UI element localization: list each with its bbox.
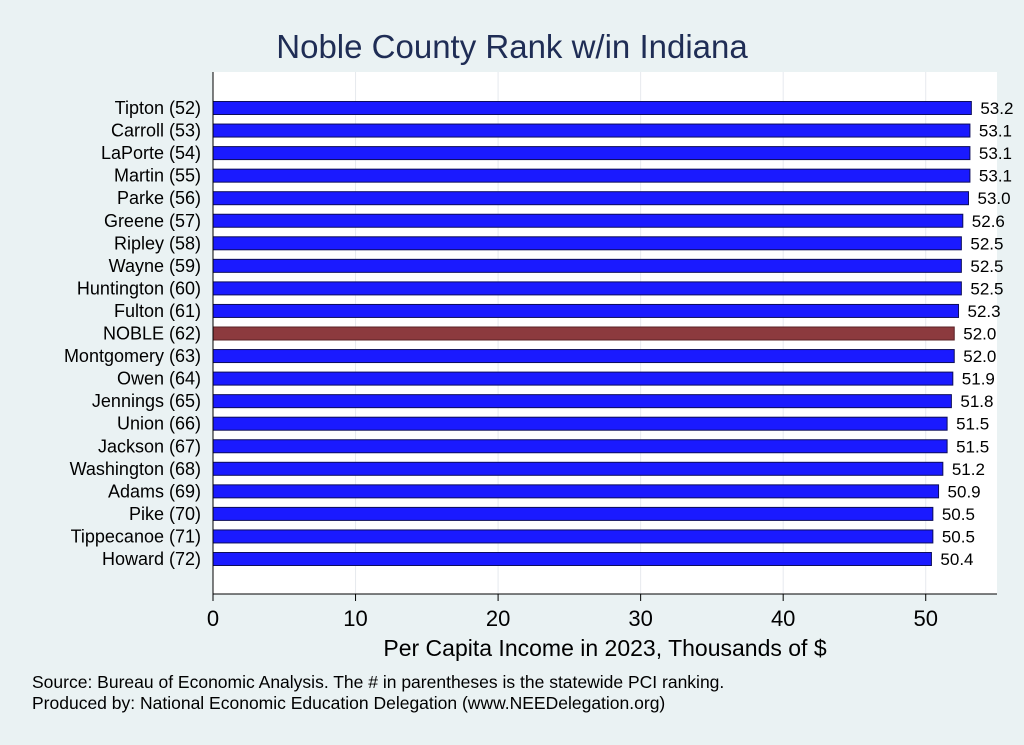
value-label: 53.0 bbox=[977, 189, 1010, 208]
value-label: 52.5 bbox=[970, 257, 1003, 276]
value-label: 53.1 bbox=[979, 167, 1012, 186]
value-label: 52.5 bbox=[970, 234, 1003, 253]
category-label: Wayne (59) bbox=[109, 256, 201, 276]
chart-title: Noble County Rank w/in Indiana bbox=[276, 28, 748, 65]
value-label: 50.5 bbox=[942, 505, 975, 524]
category-label: LaPorte (54) bbox=[101, 143, 201, 163]
x-tick-label: 10 bbox=[343, 606, 367, 631]
x-tick-label: 20 bbox=[486, 606, 510, 631]
category-label: Fulton (61) bbox=[114, 301, 201, 321]
bar-highlighted bbox=[212, 326, 955, 341]
value-label: 50.4 bbox=[940, 550, 973, 569]
bar bbox=[212, 213, 964, 228]
bar bbox=[212, 371, 954, 386]
value-label: 51.2 bbox=[952, 460, 985, 479]
value-label: 53.1 bbox=[979, 144, 1012, 163]
value-label: 50.5 bbox=[942, 527, 975, 546]
bar bbox=[212, 101, 972, 115]
category-label: Jennings (65) bbox=[92, 391, 201, 411]
value-label: 52.0 bbox=[963, 347, 996, 366]
category-label: Adams (69) bbox=[108, 481, 201, 501]
category-label: Carroll (53) bbox=[111, 121, 201, 141]
value-label: 51.9 bbox=[962, 370, 995, 389]
bar bbox=[212, 506, 934, 521]
bar bbox=[212, 394, 952, 409]
value-label: 53.1 bbox=[979, 122, 1012, 141]
category-label: Tippecanoe (71) bbox=[71, 526, 201, 546]
category-label: Montgomery (63) bbox=[64, 346, 201, 366]
bar bbox=[212, 416, 948, 431]
category-label: Huntington (60) bbox=[77, 278, 201, 298]
category-label: Tipton (52) bbox=[115, 98, 201, 118]
category-label: Jackson (67) bbox=[98, 436, 201, 456]
value-label: 51.5 bbox=[956, 437, 989, 456]
value-label: 52.0 bbox=[963, 325, 996, 344]
category-label: Parke (56) bbox=[117, 188, 201, 208]
category-label: Union (66) bbox=[117, 414, 201, 434]
bar bbox=[212, 529, 934, 544]
category-label: Greene (57) bbox=[104, 211, 201, 231]
category-label: Ripley (58) bbox=[114, 233, 201, 253]
axes: 0 10 20 30 40 50 bbox=[207, 72, 997, 631]
value-label: 52.3 bbox=[968, 302, 1001, 321]
value-label: 51.8 bbox=[960, 392, 993, 411]
bar bbox=[212, 349, 955, 364]
category-label: Owen (64) bbox=[117, 369, 201, 389]
bar bbox=[212, 552, 932, 566]
category-label: NOBLE (62) bbox=[103, 324, 201, 344]
bar bbox=[212, 236, 962, 251]
source-note: Source: Bureau of Economic Analysis. The… bbox=[32, 672, 725, 692]
x-tick-label: 40 bbox=[771, 606, 795, 631]
bar bbox=[212, 168, 971, 183]
bar bbox=[212, 439, 948, 454]
bar bbox=[212, 258, 962, 273]
value-label: 52.6 bbox=[972, 212, 1005, 231]
value-label: 53.2 bbox=[980, 99, 1013, 118]
bar bbox=[212, 281, 962, 296]
bar bbox=[212, 461, 944, 476]
producer-note: Produced by: National Economic Education… bbox=[32, 693, 666, 713]
bar bbox=[212, 191, 969, 206]
value-label: 50.9 bbox=[948, 482, 981, 501]
category-label: Martin (55) bbox=[114, 166, 201, 186]
category-label: Washington (68) bbox=[70, 459, 201, 479]
x-tick-label: 0 bbox=[207, 606, 219, 631]
x-tick-label: 30 bbox=[628, 606, 652, 631]
bar bbox=[212, 146, 971, 161]
bars: Tipton (52) 53.2 Carroll (53) 53.1 LaPorte (… bbox=[64, 98, 1013, 569]
x-tick-label: 50 bbox=[913, 606, 937, 631]
bar bbox=[212, 303, 960, 318]
category-label: Howard (72) bbox=[102, 549, 201, 569]
bar bbox=[212, 123, 971, 138]
x-axis-label: Per Capita Income in 2023, Thousands of … bbox=[383, 635, 826, 661]
value-label: 52.5 bbox=[970, 279, 1003, 298]
category-label: Pike (70) bbox=[129, 504, 201, 524]
bar bbox=[212, 484, 940, 499]
value-label: 51.5 bbox=[956, 415, 989, 434]
